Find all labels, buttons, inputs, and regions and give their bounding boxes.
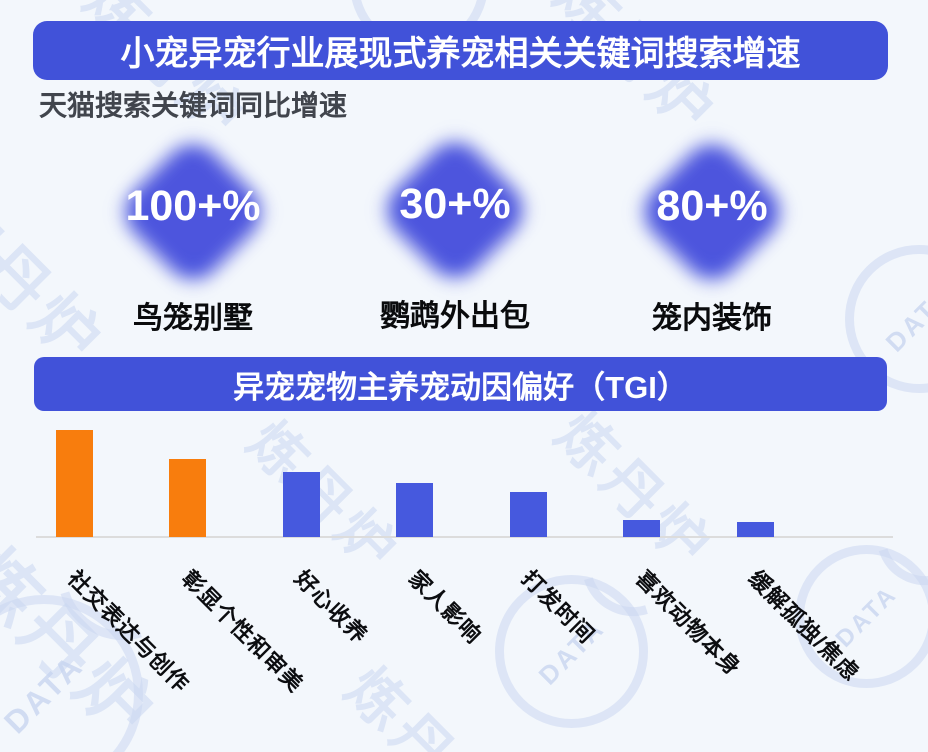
stat-label: 笼内装饰 bbox=[652, 302, 772, 335]
stat-value: 30+% bbox=[399, 180, 511, 228]
bar-1 bbox=[55, 430, 93, 537]
stat-value: 80+% bbox=[656, 182, 768, 230]
bar-4 bbox=[396, 483, 433, 537]
bar-6 bbox=[623, 520, 660, 537]
main-title-banner: 小宠异宠行业展现式养宠相关关键词搜索增速 bbox=[33, 21, 888, 80]
bar-category-label: 打发时间 bbox=[516, 565, 600, 649]
stat-value: 100+% bbox=[125, 182, 261, 230]
tgi-section-banner: 异宠宠物主养宠动因偏好（TGI） bbox=[34, 357, 887, 411]
bar-category-label: 缓解孤独/焦虑 bbox=[743, 565, 865, 686]
bar-category-label: 好心收养 bbox=[289, 565, 373, 649]
x-axis-line bbox=[36, 536, 893, 538]
bar-7 bbox=[736, 522, 774, 537]
tgi-section-title: 异宠宠物主养宠动因偏好（TGI） bbox=[233, 369, 688, 405]
stat-label: 鸟笼别墅 bbox=[133, 302, 253, 335]
chart-subtitle: 天猫搜索关键词同比增速 bbox=[39, 90, 348, 121]
bar-5 bbox=[509, 492, 547, 537]
stat-label: 鹦鹉外出包 bbox=[380, 300, 530, 333]
bar-2 bbox=[169, 459, 206, 537]
bar-category-label: 家人影响 bbox=[403, 565, 487, 649]
bar-3 bbox=[282, 472, 320, 537]
bar-category-label: 喜欢动物本身 bbox=[630, 565, 746, 681]
main-title: 小宠异宠行业展现式养宠相关关键词搜索增速 bbox=[120, 35, 801, 73]
